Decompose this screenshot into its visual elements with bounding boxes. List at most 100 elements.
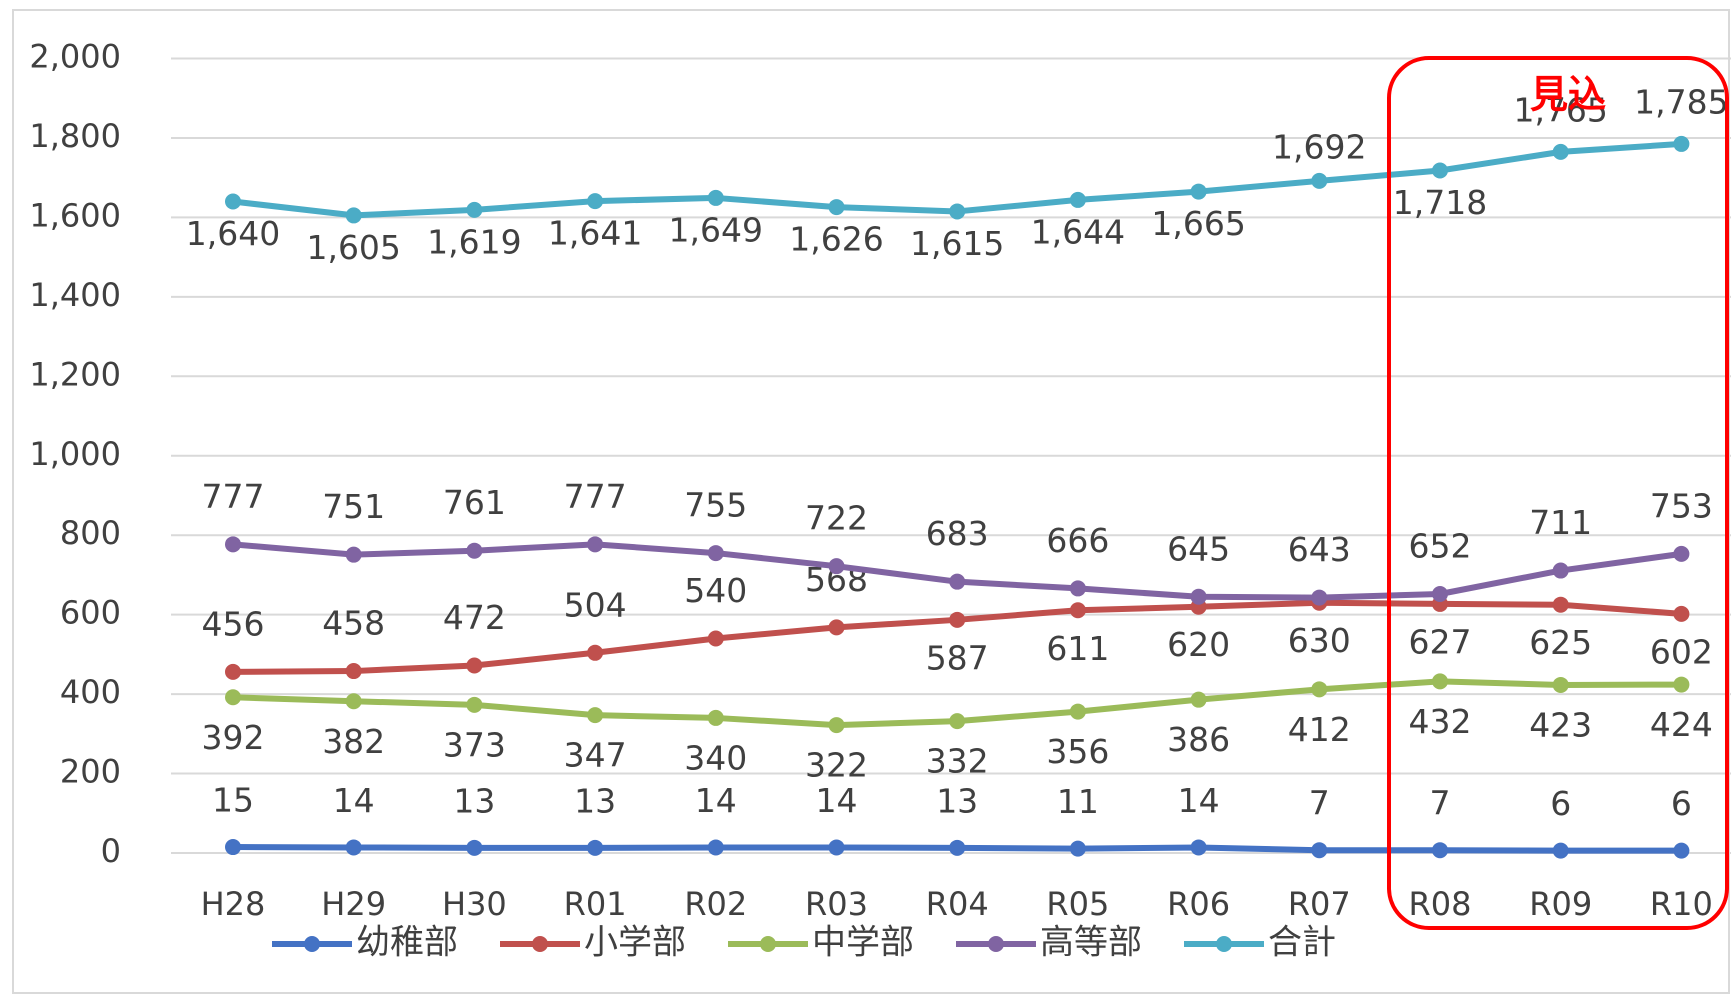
data-label: 722 [805,499,868,538]
data-point [1069,602,1086,619]
data-point [828,199,845,216]
data-label: 1,619 [427,222,521,261]
x-tick-label: R08 [1409,885,1472,923]
legend-marker [532,936,548,952]
data-point [828,717,845,734]
data-label: 620 [1167,625,1230,664]
data-label: 322 [805,746,868,785]
data-point [1069,580,1086,597]
data-label: 332 [926,742,989,781]
y-tick-label: 1,800 [29,117,121,155]
data-point [949,713,966,730]
data-label: 14 [816,781,858,820]
data-label: 1,641 [548,214,642,253]
data-label: 392 [202,718,265,757]
y-tick-label: 800 [60,514,121,552]
data-label: 611 [1046,629,1109,668]
data-point [225,689,241,706]
data-point [466,696,483,713]
data-point [345,839,362,856]
legend-marker [1216,936,1232,952]
data-label: 14 [1178,781,1220,820]
data-label: 7 [1430,784,1451,823]
data-point [1432,842,1448,859]
data-point [1190,691,1207,708]
data-point [707,189,724,206]
legend-label: 中学部 [812,923,914,963]
data-label: 432 [1409,702,1472,741]
data-label: 1,765 [1513,90,1607,129]
data-label: 711 [1529,503,1592,542]
x-tick-label: H29 [321,885,386,923]
x-tick-label: R01 [564,885,627,923]
x-tick-label: R03 [805,885,868,923]
data-point [1673,605,1690,622]
data-label: 761 [443,483,506,522]
data-point [707,630,724,647]
data-label: 6 [1671,784,1692,823]
data-label: 13 [453,781,495,820]
x-tick-label: R05 [1046,885,1109,923]
y-tick-label: 0 [101,832,121,870]
data-point [587,644,604,661]
data-point [1190,839,1207,856]
data-label: 373 [443,725,506,764]
data-point [1069,840,1086,857]
data-label: 456 [202,604,265,643]
data-label: 424 [1650,705,1713,744]
data-label: 504 [564,585,627,624]
data-label: 625 [1529,623,1592,662]
data-point [707,709,724,726]
data-point [1311,681,1328,698]
y-tick-label: 1,600 [29,196,121,234]
data-label: 1,785 [1634,82,1728,121]
data-label: 1,644 [1031,212,1125,251]
data-point [1311,172,1328,189]
data-label: 13 [574,781,616,820]
data-point [949,611,966,628]
data-label: 630 [1288,621,1351,660]
data-point [1552,562,1569,579]
data-point [225,839,241,856]
y-tick-label: 1,200 [29,355,121,393]
data-label: 627 [1409,622,1472,661]
data-label: 382 [322,722,385,761]
legend-marker [988,936,1004,952]
data-label: 683 [926,514,989,553]
data-point [345,693,362,710]
data-point [345,663,362,680]
data-point [707,545,724,562]
data-point [828,619,845,636]
annotation: 見込 [1530,73,1606,117]
data-label: 1,615 [910,224,1004,263]
y-tick-label: 2,000 [29,38,121,76]
data-point [1069,191,1086,208]
data-point [225,663,241,680]
data-label: 458 [322,604,385,643]
data-label: 777 [564,477,627,516]
data-label: 666 [1046,521,1109,560]
data-point [949,203,966,220]
data-label: 6 [1550,784,1571,823]
data-label: 423 [1529,705,1592,744]
data-label: 347 [564,736,627,775]
x-tick-label: R06 [1167,885,1230,923]
data-label: 340 [684,738,747,777]
data-label: 751 [322,487,385,526]
data-label: 1,640 [186,214,280,253]
data-point [1432,162,1448,179]
data-label: 356 [1046,732,1109,771]
data-point [587,193,604,210]
data-point [345,546,362,563]
data-point [345,207,362,224]
data-label: 652 [1409,526,1472,565]
legend-label: 幼稚部 [356,923,458,963]
data-label: 14 [333,781,375,820]
data-point [466,542,483,559]
x-tick-label: R07 [1288,885,1351,923]
data-point [1673,545,1690,562]
data-point [828,558,845,575]
data-point [1190,183,1207,200]
data-point [1311,842,1328,859]
y-tick-label: 200 [60,753,121,791]
